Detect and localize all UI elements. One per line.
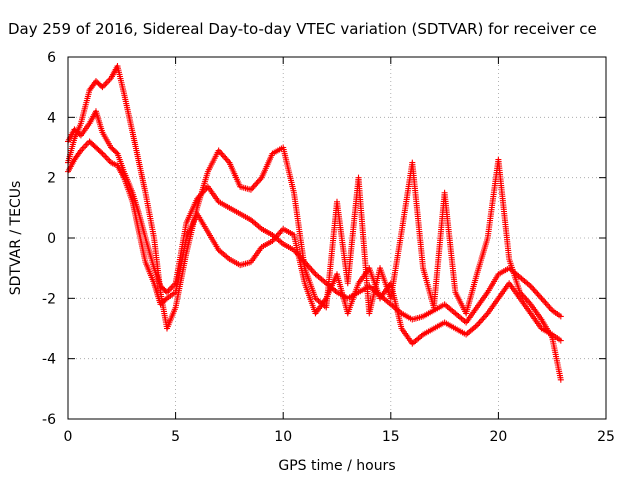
trace-marker xyxy=(481,313,488,320)
trace-marker xyxy=(476,319,483,326)
trace-marker xyxy=(535,292,542,299)
trace-marker xyxy=(543,301,550,308)
y-tick-label: -2 xyxy=(42,291,56,307)
y-tick-label: -4 xyxy=(42,352,56,368)
x-axis-label: GPS time / hours xyxy=(278,458,395,474)
trace-marker xyxy=(529,284,536,291)
trace-marker xyxy=(309,268,316,275)
trace-marker xyxy=(253,180,260,187)
data-point xyxy=(557,313,564,320)
trace-marker xyxy=(311,269,318,276)
axis-ticks: 0 5 10 15 20 25 -6 -4 -2 0 2 4 6 xyxy=(42,50,615,445)
trace-marker xyxy=(545,302,552,309)
x-tick-label: 25 xyxy=(597,429,615,445)
data-marks xyxy=(65,63,564,383)
trace-marker xyxy=(475,320,482,327)
y-tick-label: 0 xyxy=(47,231,56,247)
trace-marker xyxy=(541,298,548,305)
trace-marker xyxy=(547,305,554,312)
data-point xyxy=(557,337,564,344)
trace-marker xyxy=(105,156,112,163)
trace-marker xyxy=(162,296,169,303)
data-point xyxy=(538,295,545,302)
trace-marker xyxy=(542,299,549,306)
trace-marker xyxy=(103,79,110,86)
trace-marker xyxy=(103,155,110,162)
trace-marker xyxy=(546,304,553,311)
trace-marker xyxy=(480,314,487,321)
x-tick-label: 0 xyxy=(64,429,73,445)
y-tick-label: 6 xyxy=(47,50,56,66)
trace-marker xyxy=(223,156,230,163)
x-tick-label: 15 xyxy=(382,429,400,445)
trace-marker xyxy=(308,266,315,273)
trace-marker xyxy=(100,152,107,159)
trace-marker xyxy=(218,150,225,157)
series-1 xyxy=(65,63,564,383)
trace-marker xyxy=(251,182,258,189)
trace-marker xyxy=(254,179,261,186)
trace-marker xyxy=(100,82,107,89)
trace-marker xyxy=(305,263,312,270)
x-tick-label: 20 xyxy=(489,429,507,445)
trace-marker xyxy=(165,287,172,294)
trace-marker xyxy=(80,144,87,151)
y-tick-label: 2 xyxy=(47,171,56,187)
trace-marker xyxy=(537,293,544,300)
trace-marker xyxy=(534,290,541,297)
trace-marker xyxy=(531,287,538,294)
y-axis-label: SDTVAR / TECUs xyxy=(8,181,24,296)
x-tick-label: 10 xyxy=(274,429,292,445)
trace-marker xyxy=(102,153,109,160)
trace-marker xyxy=(222,155,229,162)
trace-marker xyxy=(539,296,546,303)
trace-marker xyxy=(249,185,256,192)
trace-marker xyxy=(113,149,120,156)
trace-marker xyxy=(479,316,486,323)
trace-marker xyxy=(533,289,540,296)
chart-title: Day 259 of 2016, Sidereal Day-to-day VTE… xyxy=(8,20,597,38)
y-tick-label: -6 xyxy=(42,412,56,428)
grid-lines xyxy=(67,56,607,420)
trace-marker xyxy=(221,153,228,160)
trace-marker xyxy=(98,149,105,156)
trace-marker xyxy=(477,317,484,324)
trace-marker xyxy=(255,177,262,184)
trace-marker xyxy=(530,286,537,293)
data-point xyxy=(557,376,564,383)
series-3 xyxy=(65,138,564,347)
trace-marker xyxy=(276,230,283,237)
y-tick-label: 4 xyxy=(47,110,56,126)
trace-marker xyxy=(105,78,112,85)
trace-marker xyxy=(82,142,89,149)
x-tick-label: 5 xyxy=(171,429,180,445)
